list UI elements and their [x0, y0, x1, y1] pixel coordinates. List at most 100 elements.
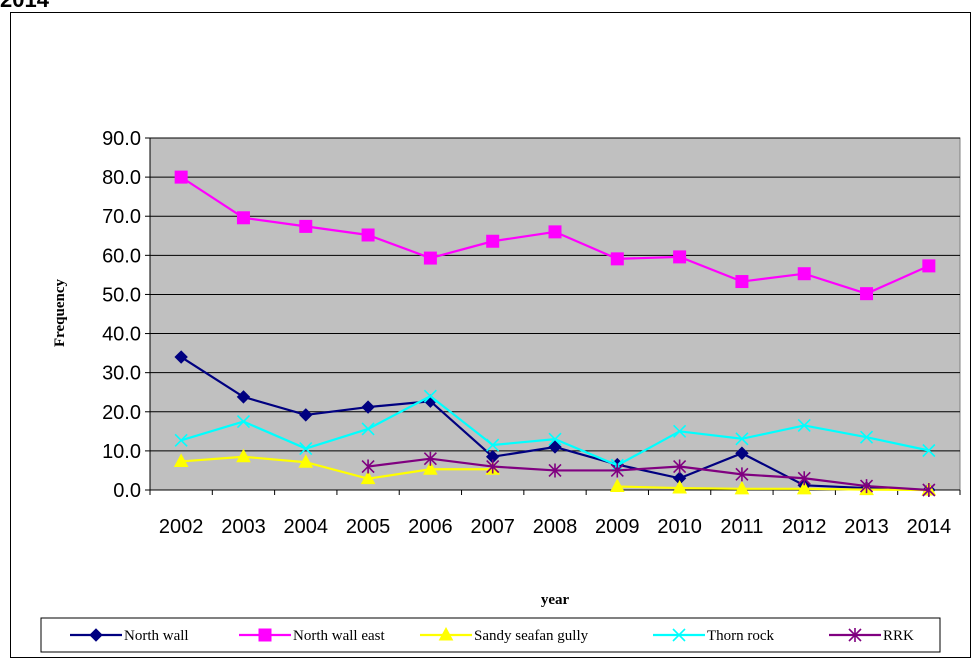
x-tick-label: 2002: [159, 516, 204, 538]
y-tick-label: 90.0: [102, 128, 141, 150]
data-point: [922, 443, 936, 458]
data-point: [236, 390, 251, 404]
legend-marker: [438, 626, 454, 641]
data-point: [859, 430, 874, 444]
legend-box: [40, 617, 941, 653]
y-tick-label: 50.0: [102, 284, 141, 306]
data-point: [796, 480, 812, 495]
y-tick-label: 0.0: [113, 480, 141, 502]
data-point: [673, 424, 687, 438]
data-point: [360, 470, 376, 485]
x-tick-label: 2011: [720, 516, 763, 538]
x-tick-label: 2014: [907, 516, 952, 538]
y-tick-labels: 0.0 10.0 20.0 30.0 40.0 50.0 60.0 70.0 80.0 90.0: [102, 128, 150, 502]
gridlines: [150, 137, 960, 452]
x-tick-labels: 2002 2003 2004 2005 2006 2007 2008 2009 2010 2011…: [149, 490, 961, 538]
series-line: [367, 457, 929, 492]
data-point: [174, 433, 188, 447]
data-point: [423, 461, 438, 475]
data-point: [673, 459, 687, 474]
data-point: [236, 211, 250, 225]
page-title: 2014: [0, 0, 49, 13]
plot-area: [149, 137, 961, 491]
data-point: [174, 170, 188, 184]
data-point: [672, 479, 687, 494]
data-point: [797, 471, 811, 486]
data-point: [236, 414, 251, 429]
legend: North wall North wall east Sandy seafan gu…: [70, 626, 914, 644]
y-tick-label: 80.0: [102, 167, 141, 189]
x-tick-label: 2012: [782, 516, 827, 538]
legend-marker: [672, 628, 686, 642]
y-tick-label: 70.0: [102, 206, 141, 228]
data-point: [860, 287, 874, 301]
legend-item: North wall east: [239, 628, 385, 644]
x-axis-title: year: [541, 592, 570, 608]
legend-item: Thorn rock: [653, 628, 775, 644]
data-point: [922, 483, 936, 497]
data-point: [610, 252, 624, 266]
data-point: [174, 350, 188, 364]
data-point: [735, 275, 749, 289]
legend-marker: [89, 628, 103, 642]
legend-label: North wall: [124, 628, 189, 644]
data-point: [610, 463, 624, 478]
data-point: [548, 225, 562, 239]
data-point: [361, 228, 375, 242]
x-tick-label: 2007: [470, 516, 515, 538]
data-point: [361, 400, 375, 414]
data-point: [548, 432, 562, 446]
legend-marker: [258, 628, 272, 642]
x-tick-label: 2003: [221, 516, 266, 538]
x-tick-label: 2005: [346, 516, 391, 538]
data-point: [236, 448, 251, 463]
x-tick-label: 2008: [533, 516, 578, 538]
legend-item: RRK: [829, 628, 914, 644]
y-tick-label: 40.0: [102, 324, 141, 346]
data-point: [922, 259, 936, 273]
series-line: [181, 455, 493, 480]
legend-item: North wall: [70, 628, 189, 644]
legend-item: Sandy seafan gully: [420, 626, 589, 644]
series-line: [617, 485, 929, 492]
data-point: [486, 234, 500, 248]
data-point: [735, 432, 749, 446]
y-tick-label: 20.0: [102, 402, 141, 424]
data-point: [673, 250, 687, 264]
data-point: [361, 422, 375, 436]
y-tick-label: 30.0: [102, 363, 141, 385]
data-point: [299, 219, 313, 233]
data-point: [734, 480, 750, 495]
data-point: [735, 446, 749, 460]
data-point: [548, 463, 562, 478]
y-tick-label: 60.0: [102, 245, 141, 267]
series-thorn-rock: [174, 389, 936, 472]
data-point: [797, 267, 811, 281]
data-point: [797, 418, 811, 433]
legend-marker: [848, 628, 862, 642]
data-point: [361, 459, 375, 474]
series-rrk: [361, 451, 936, 497]
data-point: [859, 479, 874, 494]
data-point: [173, 453, 189, 467]
legend-label: RRK: [883, 628, 914, 644]
legend-label: North wall east: [293, 628, 385, 644]
data-point: [486, 459, 500, 474]
legend-label: Thorn rock: [707, 628, 775, 644]
legend-label: Sandy seafan gully: [474, 628, 589, 644]
data-point: [423, 451, 437, 466]
x-tick-label: 2010: [657, 516, 702, 538]
data-point: [423, 389, 437, 403]
x-tick-label: 2009: [595, 516, 640, 538]
y-axis-title: Frequency: [52, 278, 68, 347]
data-point: [298, 454, 314, 468]
data-point: [548, 440, 562, 454]
series-north-wall-east: [174, 170, 936, 301]
x-tick-label: 2004: [284, 516, 329, 538]
data-point: [486, 438, 500, 452]
data-point: [735, 467, 749, 482]
data-point: [299, 441, 313, 456]
x-tick-label: 2013: [844, 516, 889, 538]
x-tick-label: 2006: [408, 516, 453, 538]
